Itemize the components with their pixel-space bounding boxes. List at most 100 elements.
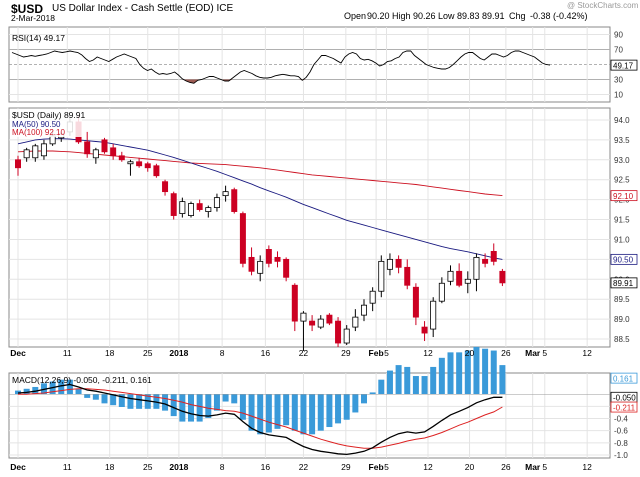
candle-body-37 <box>335 320 342 344</box>
macd-histogram-bar-47 <box>421 376 428 395</box>
rsi-tick-label-3: 90 <box>614 31 623 40</box>
macd-histogram-bar-31 <box>283 394 290 426</box>
candle-body-39 <box>352 316 359 328</box>
open-value: 90.20 <box>367 11 390 21</box>
macd-histogram-bar-28 <box>257 394 264 435</box>
x-tick-label-lower-2: 18 <box>105 462 115 472</box>
candle-body-41 <box>369 290 376 304</box>
x-tick-label-upper-6: 16 <box>261 348 271 358</box>
x-tick-label-lower-16: 12 <box>582 462 592 472</box>
macd-histogram-bar-20 <box>188 394 194 422</box>
price-tick-label-5: 91.0 <box>614 235 630 244</box>
macd-signal-tag-box <box>610 401 638 413</box>
macd-histogram-bar-55 <box>490 350 497 395</box>
candle-body-21 <box>196 203 203 210</box>
macd-tick-label-2: -0.6 <box>614 427 628 436</box>
candle-body-50 <box>447 270 454 282</box>
x-tick-label-lower-5: 8 <box>220 462 225 472</box>
macd-histogram-bar-38 <box>343 394 350 420</box>
open-label: Open <box>344 11 367 21</box>
macd-histogram-bar-7 <box>75 388 82 395</box>
price-tick-label-10: 93.5 <box>614 136 630 145</box>
candle-body-34 <box>309 320 316 326</box>
candle-body-49 <box>438 282 445 302</box>
high-label: High <box>392 11 411 21</box>
candle-body-46 <box>412 286 419 318</box>
candle-body-9 <box>92 149 99 159</box>
candle-body-52 <box>464 278 471 284</box>
macd-tick-label-3: -0.4 <box>614 415 628 424</box>
x-tick-label-lower-9: Feb <box>369 462 384 472</box>
candle-body-13 <box>127 161 134 165</box>
high-value: 90.26 <box>413 11 436 21</box>
candle-body-16 <box>153 165 160 177</box>
x-tick-label-upper-4: 2018 <box>169 348 188 358</box>
instrument-name: US Dollar Index - Cash Settle (EOD) ICE <box>52 3 234 14</box>
rsi-line <box>11 50 551 84</box>
x-tick-label-lower-11: 12 <box>423 462 433 472</box>
rsi-tick-label-1: 30 <box>614 76 623 85</box>
chart-header: $USD US Dollar Index - Cash Settle (EOD)… <box>0 0 640 23</box>
macd-histogram-bar-42 <box>378 379 385 395</box>
price-tick-label-11: 94.0 <box>614 116 630 125</box>
candle-body-2 <box>32 145 39 159</box>
x-tick-label-upper-5: 8 <box>220 348 225 358</box>
macd-histogram-tag: 0.161 <box>613 374 634 383</box>
x-tick-label-lower-4: 2018 <box>169 462 188 472</box>
candle-body-30 <box>274 256 281 262</box>
macd-histogram-bar-25 <box>231 394 238 404</box>
low-label: Low <box>438 11 455 21</box>
candle-body-8 <box>84 141 91 155</box>
candle-body-18 <box>170 193 177 216</box>
candle-body-45 <box>404 266 411 286</box>
macd-histogram-bar-27 <box>248 394 255 431</box>
x-tick-label-upper-7: 22 <box>299 348 309 358</box>
candle-body-27 <box>248 256 255 272</box>
candle-body-55 <box>490 250 497 262</box>
macd-histogram-bar-14 <box>136 394 143 409</box>
price-panel: 88.589.089.590.090.591.091.592.092.593.0… <box>8 107 638 351</box>
candle-body-10 <box>101 139 108 153</box>
macd-histogram-bar-24 <box>222 394 229 402</box>
price-tick-label-1: 89.0 <box>614 315 630 324</box>
macd-histogram-bar-54 <box>482 348 489 395</box>
candle-body-47 <box>421 326 428 334</box>
candle-body-54 <box>482 258 489 264</box>
x-tick-label-upper-1: 11 <box>63 348 72 358</box>
x-tick-label-lower-1: 11 <box>63 462 72 472</box>
candle-body-43 <box>386 258 393 270</box>
watermark: @ StockCharts.com <box>567 1 639 10</box>
ma100-current-tag: 92.10 <box>613 192 634 201</box>
macd-histogram-bar-53 <box>473 346 480 395</box>
ma100-legend: MA(100) 92.10 <box>12 128 65 137</box>
x-tick-label-lower-13: 26 <box>501 462 511 472</box>
macd-frame <box>8 372 611 459</box>
price-current-tag: 89.91 <box>613 279 634 288</box>
x-tick-label-upper-16: 12 <box>582 348 592 358</box>
ma50-line <box>17 138 503 260</box>
ma50-current-tag: 90.50 <box>613 256 634 265</box>
x-tick-label-lower-14: Mar <box>525 462 541 472</box>
macd-histogram-bar-49 <box>438 357 445 395</box>
candle-body-0 <box>14 159 21 169</box>
candle-body-14 <box>136 161 143 167</box>
macd-histogram-bar-43 <box>386 370 393 395</box>
macd-histogram-bar-52 <box>464 350 471 395</box>
price-legend-bg <box>10 109 82 137</box>
candle-body-38 <box>343 328 350 344</box>
candle-body-35 <box>317 318 324 328</box>
rsi-tick-label-0: 10 <box>614 91 623 100</box>
macd-current-tag: -0.050 <box>613 393 636 402</box>
price-tick-label-6: 91.5 <box>614 216 630 225</box>
macd-histogram-bar-45 <box>404 366 411 395</box>
macd-histogram-bar-12 <box>118 394 125 407</box>
change-value: -0.38 (-0.42%) <box>530 11 588 21</box>
macd-histogram-bar-9 <box>92 394 99 400</box>
x-tick-label-upper-13: 26 <box>501 348 511 358</box>
x-tick-label-lower-6: 16 <box>261 462 271 472</box>
macd-line <box>17 383 503 456</box>
rsi-legend: RSI(14) 49.17 <box>12 33 65 43</box>
ma50-current-tag-box <box>610 253 638 265</box>
candle-body-44 <box>395 258 402 268</box>
chart-date: 2-Mar-2018 <box>11 13 55 23</box>
